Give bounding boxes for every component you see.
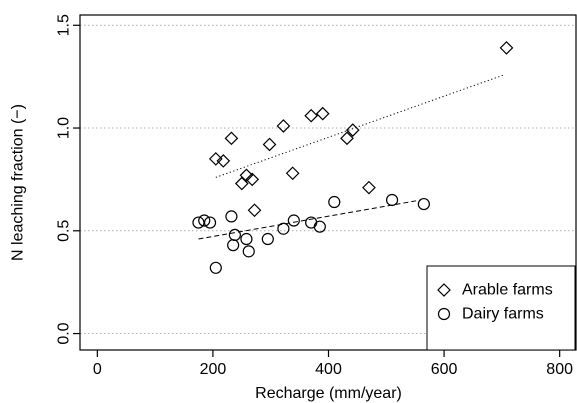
arable-point <box>262 137 277 152</box>
trend-line <box>215 74 505 178</box>
dairy-point <box>227 239 240 252</box>
y-axis-title: N leaching fraction (−) <box>10 104 27 261</box>
x-tick-label: 0 <box>93 361 102 378</box>
y-axis: 0.0 0.5 1.0 1.5 <box>56 14 80 345</box>
arable-point <box>208 152 223 166</box>
arable-point <box>276 119 291 133</box>
arable-point <box>345 123 360 137</box>
legend-marker <box>437 307 451 321</box>
x-tick-label: 600 <box>431 361 458 378</box>
dairy-point <box>277 222 290 235</box>
trend-line <box>198 199 422 240</box>
arable-point <box>499 41 514 55</box>
dairy-point <box>313 220 326 233</box>
arable-point <box>285 166 300 181</box>
arable-point <box>304 108 319 123</box>
arable-point <box>216 154 231 168</box>
x-tick-label: 800 <box>546 361 573 378</box>
dairy-point <box>305 216 318 229</box>
legend-box <box>426 265 576 351</box>
legend-marker <box>437 283 451 297</box>
dairy-point <box>385 193 399 207</box>
dairy-point <box>287 214 300 227</box>
arable-point <box>245 172 260 187</box>
legend: Arable farms Dairy farms <box>426 265 576 351</box>
x-tick-label: 400 <box>315 361 342 378</box>
dairy-point <box>240 232 253 246</box>
arable-point <box>362 180 376 195</box>
dairy-point <box>225 210 238 223</box>
y-tick-label: 1.0 <box>56 117 73 139</box>
y-tick-label: 1.5 <box>56 14 73 36</box>
x-tick-label: 200 <box>200 361 227 378</box>
dairy-point <box>242 245 255 258</box>
dairy-point <box>203 216 217 229</box>
x-axis: 0 200 400 600 800 <box>93 350 573 378</box>
arable-point <box>224 131 239 146</box>
legend-label: Arable farms <box>462 282 553 299</box>
dairy-point <box>228 228 241 242</box>
arable-point <box>315 106 330 121</box>
y-tick-label: 0.0 <box>56 322 73 344</box>
arable-point <box>247 203 262 218</box>
dairy-point <box>328 195 341 209</box>
data-points <box>192 41 514 274</box>
trend-lines <box>198 74 505 240</box>
dairy-point <box>209 261 222 274</box>
dairy-point <box>261 232 274 246</box>
legend-label: Dairy farms <box>462 306 544 323</box>
arable-point <box>239 168 254 183</box>
dairy-point <box>417 197 430 211</box>
x-axis-title: Recharge (mm/year) <box>255 385 402 402</box>
y-tick-label: 0.5 <box>56 220 73 242</box>
dairy-point <box>198 214 211 227</box>
arable-point <box>340 131 354 146</box>
